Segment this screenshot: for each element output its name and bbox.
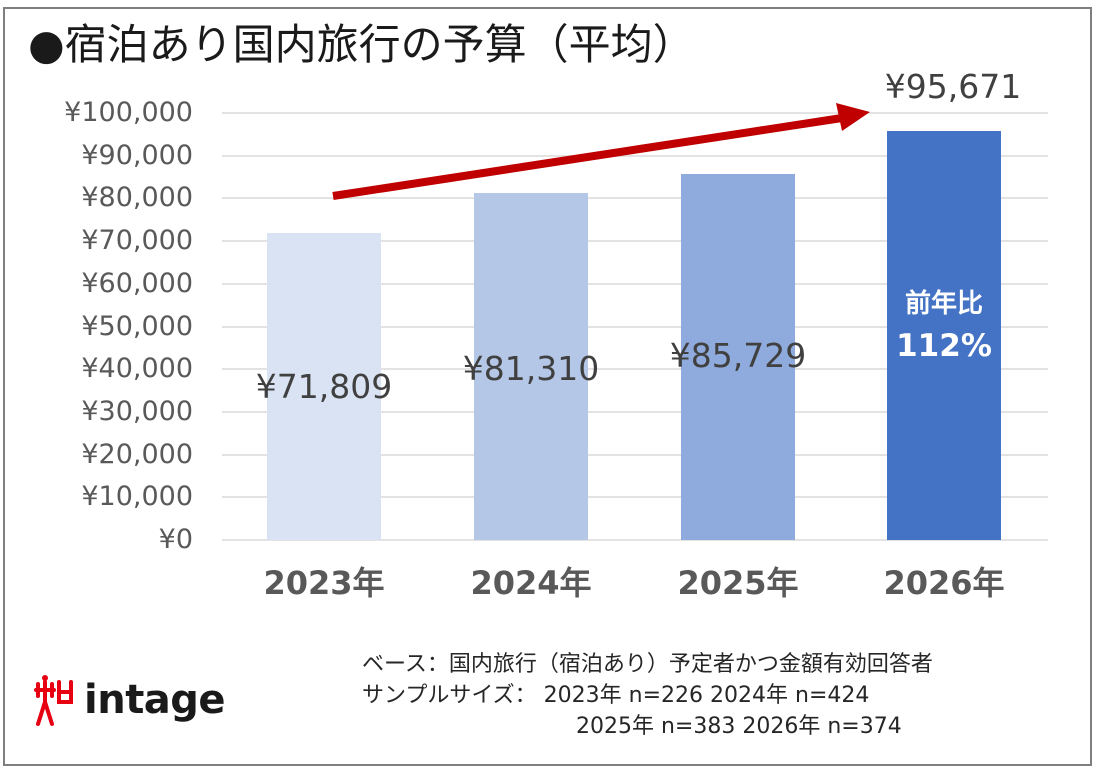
ytick-10000: ¥10,000 (81, 481, 193, 512)
xlabel-2025: 2025年 (677, 564, 799, 602)
gridline (222, 326, 1048, 328)
value-label-2025: ¥85,729 (669, 336, 807, 375)
xlabel-2024: 2024年 (470, 564, 592, 602)
gridline (222, 496, 1048, 498)
ytick-40000: ¥40,000 (81, 353, 193, 384)
gridline (222, 112, 1048, 114)
gridline (222, 411, 1048, 413)
value-label-2026: ¥95,671 (884, 67, 1022, 106)
intage-mark-icon (34, 675, 73, 726)
ytick-80000: ¥80,000 (81, 182, 193, 213)
gridline (222, 240, 1048, 242)
ytick-90000: ¥90,000 (81, 140, 193, 171)
gridline (222, 283, 1048, 285)
yoy-value: 112% (896, 328, 992, 364)
bar-2026 (887, 131, 1001, 540)
xlabel-2023: 2023年 (263, 564, 385, 602)
gridline (222, 197, 1048, 199)
ytick-60000: ¥60,000 (81, 268, 193, 299)
ytick-70000: ¥70,000 (81, 225, 193, 256)
bar-2023 (267, 233, 381, 540)
yoy-label: 前年比 (904, 289, 983, 319)
gridline (222, 454, 1048, 456)
bar-2024 (474, 192, 588, 540)
xlabel-2026: 2026年 (883, 564, 1005, 602)
ytick-20000: ¥20,000 (81, 439, 193, 470)
gridline (222, 368, 1048, 370)
chart-title: ●宿泊あり国内旅行の予算（平均） (28, 20, 695, 69)
ytick-30000: ¥30,000 (81, 396, 193, 427)
ytick-0: ¥0 (158, 524, 193, 555)
value-label-2023: ¥71,809 (255, 367, 393, 406)
sample-size-line1: サンプルサイズ： 2023年 n=226 2024年 n=424 (362, 683, 870, 708)
ytick-50000: ¥50,000 (81, 311, 193, 342)
ytick-100000: ¥100,000 (64, 97, 193, 128)
gridline-baseline (222, 539, 1048, 541)
gridline (222, 155, 1048, 157)
base-note: ベース：国内旅行（宿泊あり）予定者かつ金額有効回答者 (362, 652, 933, 677)
sample-size-line2: 2025年 n=383 2026年 n=374 (576, 714, 902, 739)
bar-2025 (681, 173, 795, 540)
logo-text: intage (84, 677, 226, 723)
value-label-2024: ¥81,310 (462, 349, 600, 388)
intage-logo: intage (34, 670, 226, 730)
